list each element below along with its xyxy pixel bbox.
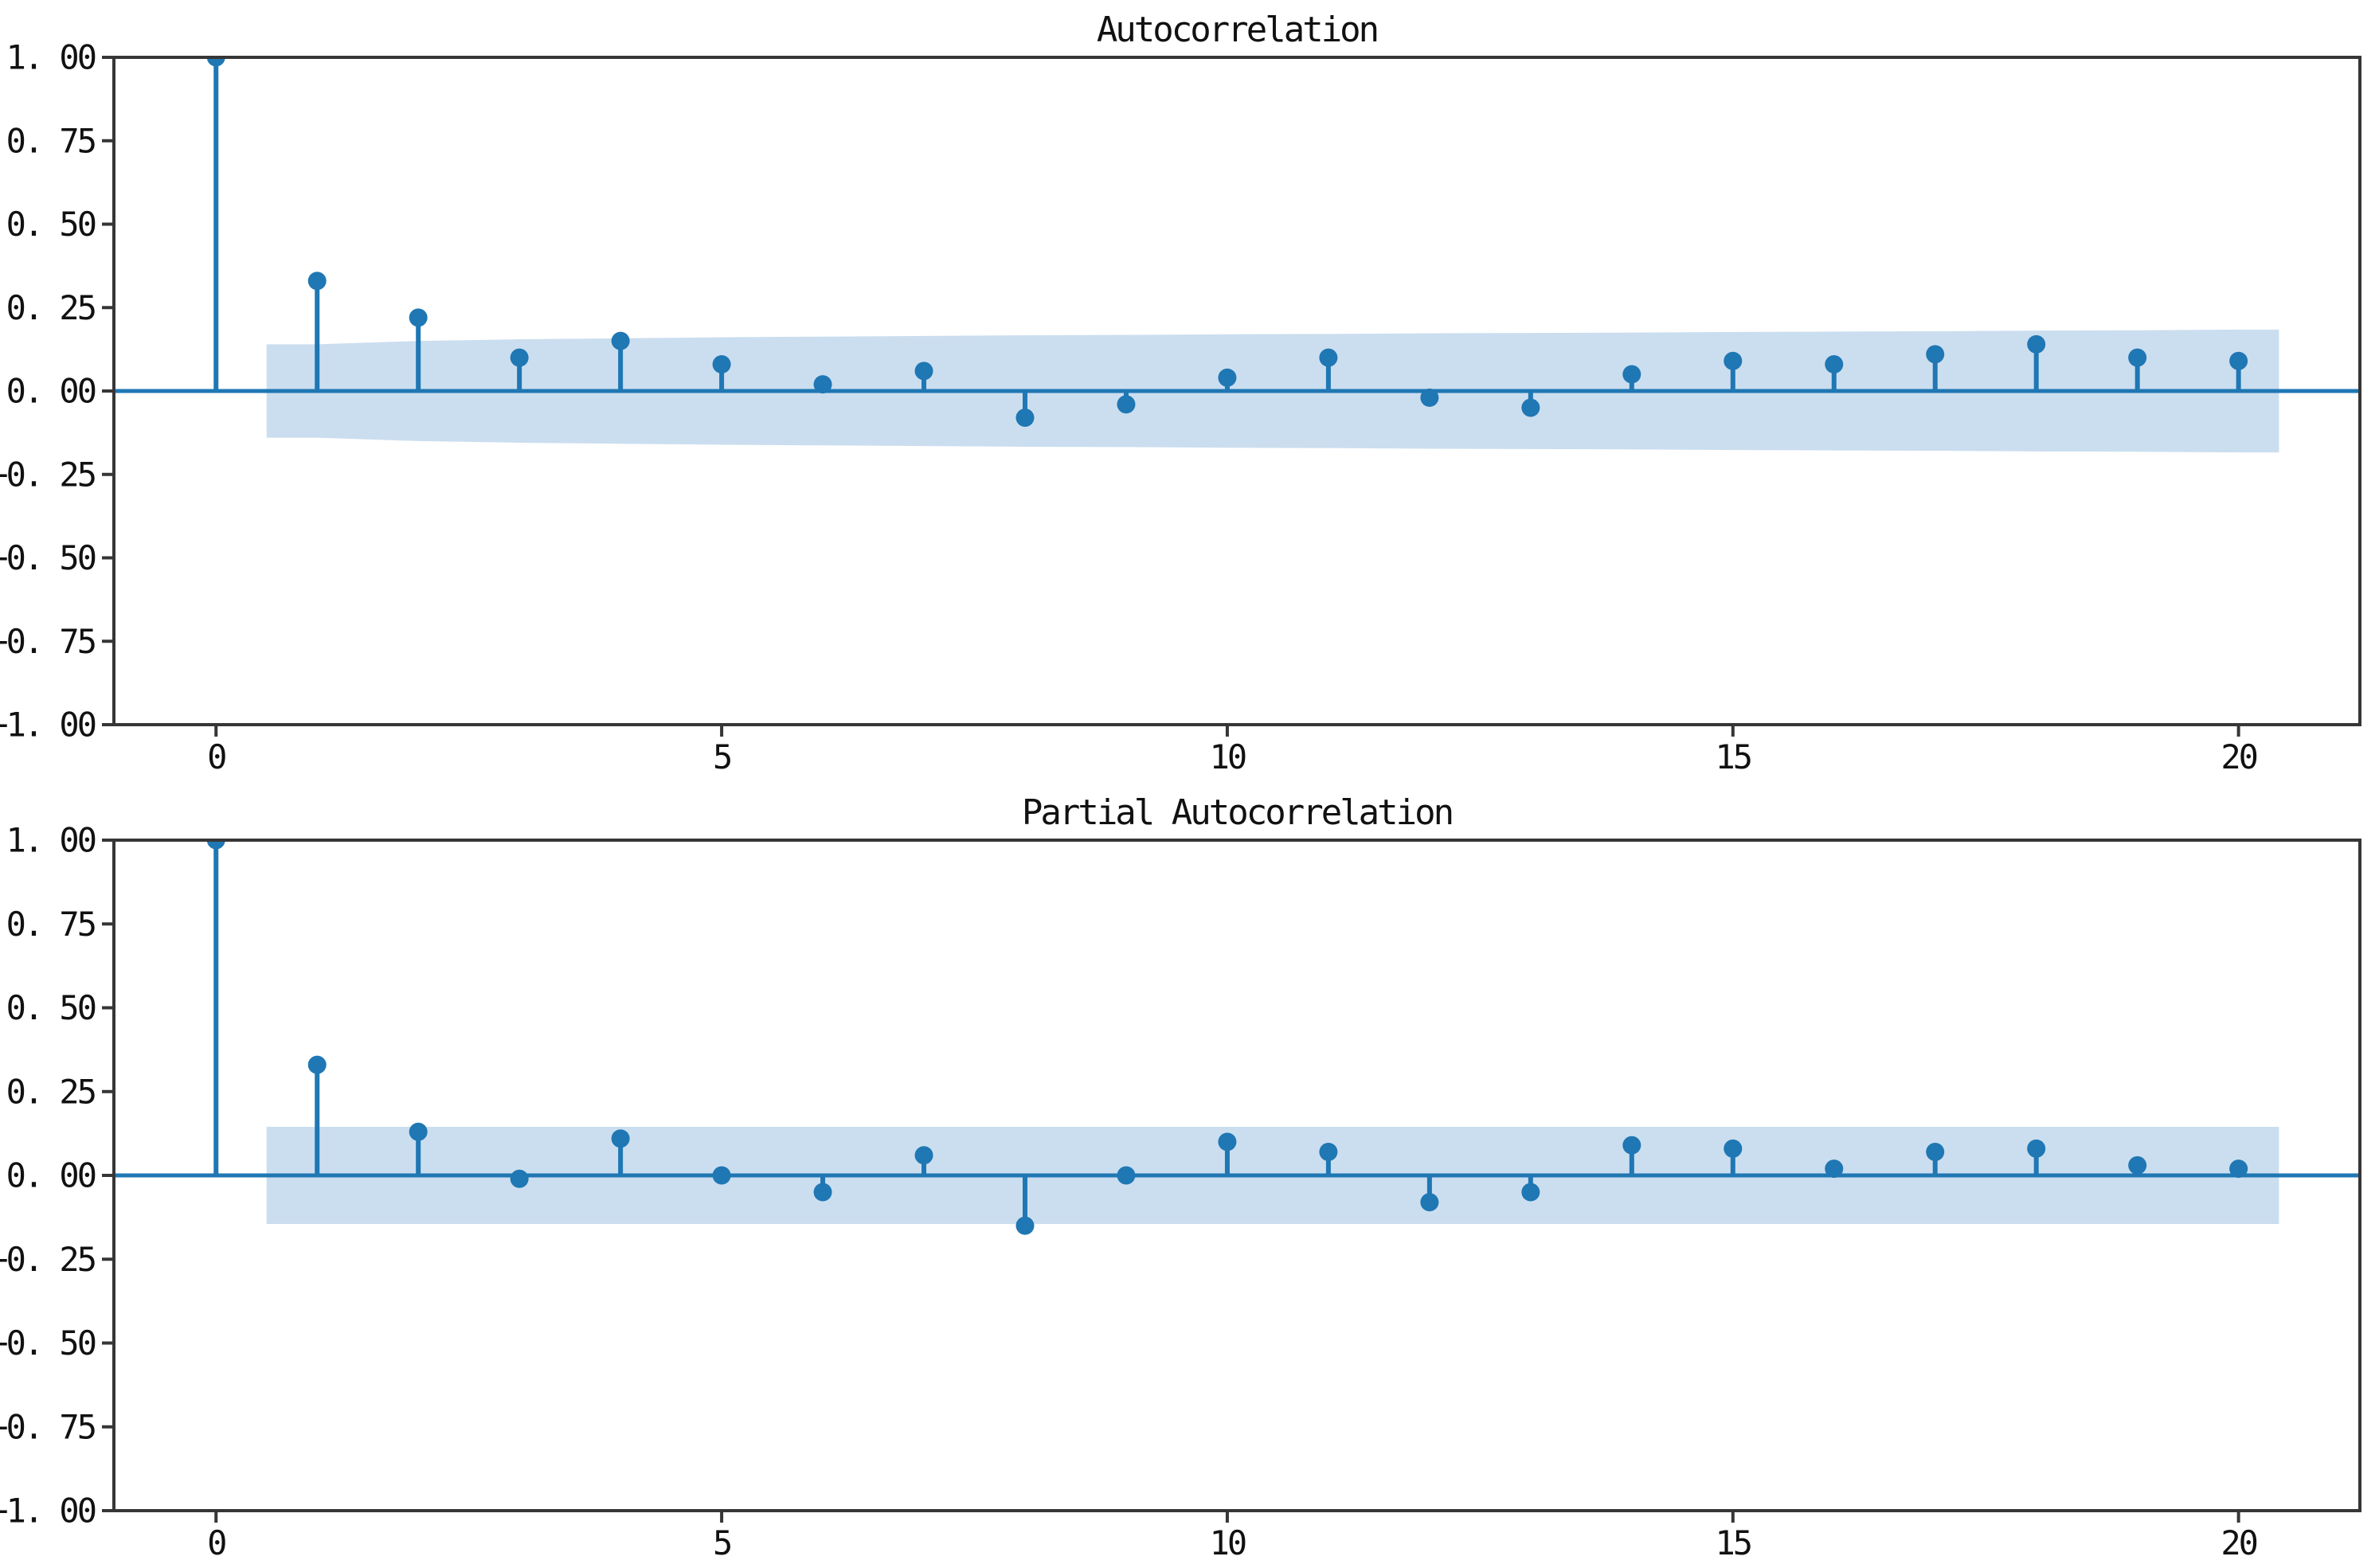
pacf-marker-lag-12	[1420, 1193, 1439, 1212]
pacf-marker-lag-10	[1218, 1132, 1237, 1152]
acf-marker-lag-11	[1319, 348, 1338, 367]
acf-plot-area: 1. 00 0. 75 0. 50 0. 25 0. 00 −0. 25 −0. 50 −0.…	[0, 38, 2361, 776]
pacf-marker-lag-16	[1825, 1159, 1844, 1179]
pacf-marker-lag-2	[409, 1122, 428, 1141]
acf-marker-lag-9	[1117, 395, 1136, 414]
acf-marker-lag-6	[813, 375, 832, 394]
pacf-marker-lag-14	[1622, 1136, 1641, 1155]
pacf-marker-lag-6	[813, 1183, 832, 1202]
acf-y-tick-label: 0. 25	[6, 288, 95, 327]
pacf-marker-lag-3	[510, 1169, 529, 1188]
chart-title-pacf: Partial Autocorrelation	[1022, 792, 1452, 833]
pacf-y-tick-label: −0. 75	[0, 1407, 95, 1446]
pacf-y-tick-label: −1. 00	[0, 1492, 96, 1531]
pacf-marker-lag-19	[2128, 1155, 2147, 1175]
pacf-y-tick-label: −0. 25	[0, 1240, 95, 1279]
acf-marker-lag-2	[409, 308, 428, 327]
pacf-x-tick-label: 10	[1210, 1523, 1246, 1562]
pacf-plot-area: 1. 00 0. 75 0. 50 0. 25 0. 00 −0. 25 −0. 50 −0.…	[0, 821, 2361, 1562]
pacf-marker-lag-0	[206, 840, 225, 850]
subplot-partial-autocorrelation: Partial Autocorrelation 1. 00 0. 75 0. 50 0…	[0, 792, 2361, 1562]
acf-marker-lag-5	[712, 354, 731, 373]
pacf-marker-lag-20	[2229, 1159, 2248, 1179]
pacf-marker-lag-11	[1319, 1143, 1338, 1162]
pacf-marker-lag-7	[914, 1146, 933, 1165]
pacf-stem-series	[206, 840, 2248, 1235]
acf-marker-lag-7	[914, 362, 933, 381]
subplot-autocorrelation: Autocorrelation 1. 00 0. 75 0. 50 0. 25 0. 0…	[0, 10, 2361, 776]
chart-title-acf: Autocorrelation	[1097, 10, 1377, 50]
acf-marker-lag-16	[1825, 354, 1844, 373]
acf-x-tick-label: 0	[207, 737, 225, 776]
pacf-marker-lag-15	[1724, 1139, 1743, 1158]
acf-marker-lag-0	[206, 57, 225, 67]
pacf-marker-lag-5	[712, 1166, 731, 1185]
acf-marker-lag-4	[611, 331, 630, 350]
acf-x-tick-label: 15	[1715, 737, 1751, 776]
pacf-marker-lag-4	[611, 1129, 630, 1148]
acf-marker-lag-18	[2027, 334, 2046, 354]
acf-x-tick-label: 20	[2221, 737, 2256, 776]
acf-y-tick-label: −0. 50	[0, 538, 96, 577]
pacf-marker-lag-8	[1015, 1216, 1035, 1235]
pacf-x-tick-label: 5	[713, 1523, 730, 1562]
acf-y-tick-label: −1. 00	[0, 706, 96, 745]
acf-marker-lag-15	[1724, 351, 1743, 370]
pacf-y-tick-label: 0. 75	[6, 905, 95, 944]
acf-marker-lag-12	[1420, 388, 1439, 407]
acf-marker-lag-10	[1218, 368, 1237, 387]
acf-y-tick-label: −0. 75	[0, 622, 95, 661]
acf-y-tick-label: −0. 25	[0, 455, 95, 494]
acf-marker-lag-19	[2128, 348, 2147, 367]
pacf-y-tick-label: −0. 50	[0, 1324, 96, 1363]
acf-marker-lag-3	[510, 348, 529, 367]
acf-x-tick-label: 5	[713, 737, 730, 776]
pacf-y-tick-label: 0. 00	[6, 1156, 96, 1195]
acf-y-tick-label: 0. 00	[6, 372, 96, 411]
pacf-marker-lag-13	[1521, 1183, 1540, 1202]
acf-stem-series	[206, 57, 2248, 428]
pacf-y-tick-label: 1. 00	[6, 821, 96, 860]
pacf-marker-lag-18	[2027, 1139, 2046, 1158]
acf-x-tick-label: 10	[1210, 737, 1246, 776]
pacf-x-tick-label: 0	[207, 1523, 225, 1562]
pacf-x-tick-label: 20	[2221, 1523, 2256, 1562]
acf-y-tick-label: 1. 00	[6, 38, 96, 77]
acf-y-tick-label: 0. 75	[6, 121, 95, 160]
pacf-marker-lag-17	[1926, 1143, 1945, 1162]
pacf-x-tick-label: 15	[1715, 1523, 1751, 1562]
acf-marker-lag-8	[1015, 409, 1035, 428]
pacf-marker-lag-9	[1117, 1166, 1136, 1185]
acf-marker-lag-13	[1521, 398, 1540, 417]
pacf-marker-lag-1	[307, 1055, 327, 1074]
acf-marker-lag-1	[307, 272, 327, 291]
acf-marker-lag-20	[2229, 351, 2248, 370]
pacf-y-tick-label: 0. 25	[6, 1072, 95, 1111]
acf-marker-lag-14	[1622, 365, 1641, 384]
pacf-y-tick-label: 0. 50	[6, 988, 96, 1027]
acf-marker-lag-17	[1926, 345, 1945, 364]
acf-y-tick-label: 0. 50	[6, 205, 96, 244]
